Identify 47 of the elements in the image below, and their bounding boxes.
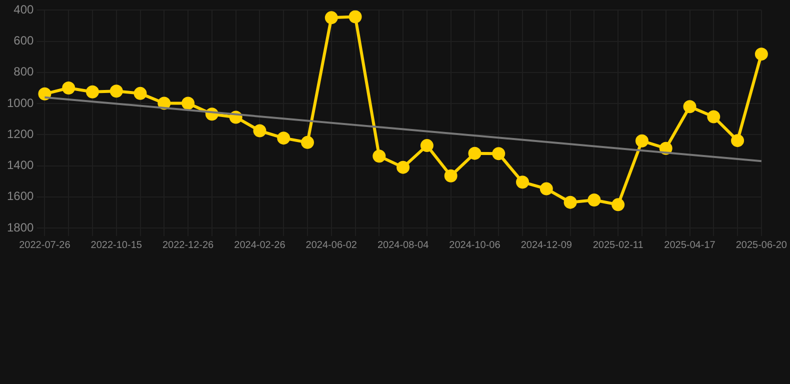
point	[612, 198, 625, 212]
point	[110, 84, 123, 98]
point	[516, 176, 530, 189]
y-tick-label: 400	[14, 2, 34, 17]
point	[182, 96, 195, 110]
x-tick-label: 2024-02-26	[234, 240, 286, 251]
point	[707, 110, 720, 124]
point	[396, 160, 410, 174]
point	[300, 136, 314, 149]
y-tick-label: 1400	[6, 158, 34, 172]
y-tick-label: 1200	[6, 126, 34, 141]
x-tick-label: 2022-07-26	[19, 240, 71, 251]
y-tick-label: 1600	[6, 189, 34, 204]
y-tick-label: 1800	[6, 220, 34, 234]
point	[588, 193, 601, 206]
point	[253, 124, 266, 138]
point	[158, 96, 171, 110]
point	[324, 11, 338, 24]
y-tick-label: 1000	[6, 96, 34, 110]
point	[38, 87, 52, 100]
point	[86, 85, 99, 98]
x-tick-label: 2024-06-02	[306, 240, 358, 251]
point	[372, 150, 386, 163]
point	[468, 146, 482, 160]
x-tick-label: 2022-10-15	[90, 240, 142, 251]
point	[635, 134, 648, 148]
x-tick-label: 2025-04-17	[664, 240, 716, 251]
point	[683, 100, 696, 114]
point	[134, 86, 147, 100]
point	[731, 134, 744, 148]
y-tick-label: 600	[14, 34, 34, 48]
x-tick-label: 2024-10-06	[449, 240, 501, 251]
y-tick-label: 800	[14, 64, 34, 79]
point	[754, 48, 768, 61]
x-tick-label: 2024-08-04	[377, 240, 430, 251]
point	[277, 132, 290, 145]
point	[420, 139, 434, 152]
point	[444, 169, 458, 182]
x-tick-label: 2025-02-11	[592, 240, 644, 251]
point	[564, 196, 577, 209]
x-tick-label: 2024-12-09	[520, 240, 572, 251]
x-tick-label: 2022-12-26	[162, 240, 214, 251]
point	[492, 147, 506, 160]
point	[540, 182, 553, 196]
x-tick-label: 2025-06-20	[736, 240, 788, 251]
point	[348, 10, 362, 24]
point	[62, 81, 76, 94]
